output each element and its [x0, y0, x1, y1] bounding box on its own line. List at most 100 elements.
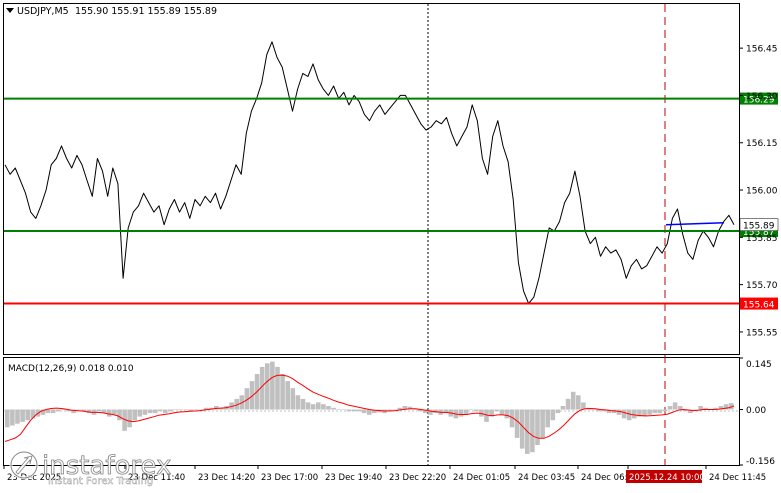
macd-bar [560, 406, 566, 410]
price-tick-label-155.55: 155.55 [746, 328, 778, 338]
level-label-155.87: 155.87 [743, 228, 775, 238]
macd-bar [361, 409, 367, 414]
macd-bar [596, 409, 601, 412]
macd-bar [550, 409, 556, 421]
macd-bar [647, 409, 652, 415]
macd-bar [168, 409, 173, 412]
price-tick-label-156.00: 156.00 [746, 187, 778, 197]
macd-bar [519, 409, 525, 449]
macd-bar [616, 409, 622, 415]
macd-bar [489, 409, 494, 417]
macd-bar [157, 409, 163, 412]
time-tick-label: 23 Dec 22:20 [389, 473, 446, 483]
macd-bar [367, 409, 372, 415]
macd-bar [728, 403, 734, 410]
price-axis: 156.45 156.30 156.15 156.00 155.85 155.70 155.… [739, 45, 778, 338]
macd-bar [249, 381, 255, 410]
macd-bar [316, 402, 321, 410]
current-price-label: 155.89 [743, 222, 775, 232]
macd-bar [392, 409, 397, 410]
macd-bar [331, 407, 336, 410]
watermark-brand: instaforex [42, 451, 171, 481]
macd-bar [535, 409, 540, 445]
macd-bar [514, 409, 520, 438]
macd-bar [30, 409, 36, 419]
time-tick-label: 24 Dec 06:25 [581, 473, 638, 483]
main-chart-frame [3, 3, 740, 355]
price-tick-label-156.15: 156.15 [746, 139, 778, 149]
macd-bar [76, 409, 81, 410]
macd-bar [61, 409, 66, 410]
macd-bar [494, 409, 499, 412]
macd-bar [40, 409, 46, 415]
macd-bar [178, 409, 183, 410]
macd-bar [310, 404, 316, 410]
macd-bar [229, 402, 234, 410]
macd-bar [122, 409, 127, 431]
macd-bar [397, 407, 403, 410]
macd-bar [25, 409, 30, 421]
macd-bar [458, 409, 464, 417]
macd-bar [203, 407, 209, 410]
macd-signal-line [4, 374, 735, 442]
chart-header: USDJPY,M5 155.90 155.91 155.89 155.89 [6, 6, 217, 17]
watermark-tagline: Instant Forex Trading [48, 476, 153, 487]
time-tick-label: 23 Dec 14:20 [198, 473, 255, 483]
macd-bar [606, 409, 612, 414]
brand-watermark: instaforex Instant Forex Trading [9, 450, 172, 487]
macd-bar [591, 409, 596, 410]
macd-bar [581, 402, 586, 410]
symbol-label: USDJPY,M5 [17, 6, 69, 17]
ohlc-values: 155.90 155.91 155.89 155.89 [75, 6, 217, 17]
macd-bar [188, 409, 194, 412]
macd-axis: 0.145 0.00 -0.156 [739, 357, 775, 467]
macd-bar [265, 363, 270, 410]
macd-bar [387, 409, 392, 412]
time-tick-label: 24 Dec 01:05 [453, 473, 510, 483]
level-badge-155.64 [740, 297, 778, 310]
macd-bar [642, 409, 647, 417]
macd-bar [15, 409, 20, 424]
macd-bar [127, 409, 132, 428]
time-tick-label: 23 Dec 2025 [7, 473, 61, 483]
macd-bar [412, 409, 418, 410]
macd-bar [198, 409, 204, 410]
price-tick-label-156.45: 156.45 [746, 45, 778, 55]
macd-bar [326, 406, 331, 410]
macd-bar [56, 409, 61, 412]
time-tick-label: 23 Dec 19:40 [325, 473, 382, 483]
macd-bar [173, 409, 178, 410]
macd-bar [672, 402, 678, 410]
macd-bar [112, 409, 117, 415]
macd-bar [626, 409, 632, 421]
current-price-badge [739, 218, 779, 231]
price-tick-label-156.30: 156.30 [746, 92, 778, 102]
marker-time-badge [626, 470, 702, 483]
macd-bar [351, 409, 357, 412]
macd-bar [86, 409, 92, 414]
macd-bar [234, 398, 239, 410]
macd-bar [96, 409, 102, 412]
macd-bar [540, 409, 545, 438]
macd-bar [147, 409, 153, 414]
macd-bar [632, 409, 637, 419]
macd-bar [244, 388, 250, 410]
macd-bar [621, 409, 627, 419]
macd-bar [270, 361, 275, 410]
macd-bar [637, 409, 642, 417]
price-tick-label-155.85: 155.85 [746, 234, 778, 244]
triangle-down-icon[interactable] [6, 8, 14, 13]
macd-bar [5, 409, 10, 428]
price-line [4, 41, 735, 304]
macd-bar [703, 407, 708, 410]
macd-bar [219, 407, 224, 410]
price-series [4, 41, 735, 304]
macd-bar [479, 409, 484, 417]
level-lines: 156.29 155.87 155.64 155.89 [4, 92, 779, 311]
macd-bar [555, 409, 561, 414]
macd-bar [81, 409, 87, 412]
macd-bar [417, 409, 423, 412]
time-axis: 23 Dec 2025 23 Dec 11:40 23 Dec 14:20 23 De… [3, 465, 766, 483]
